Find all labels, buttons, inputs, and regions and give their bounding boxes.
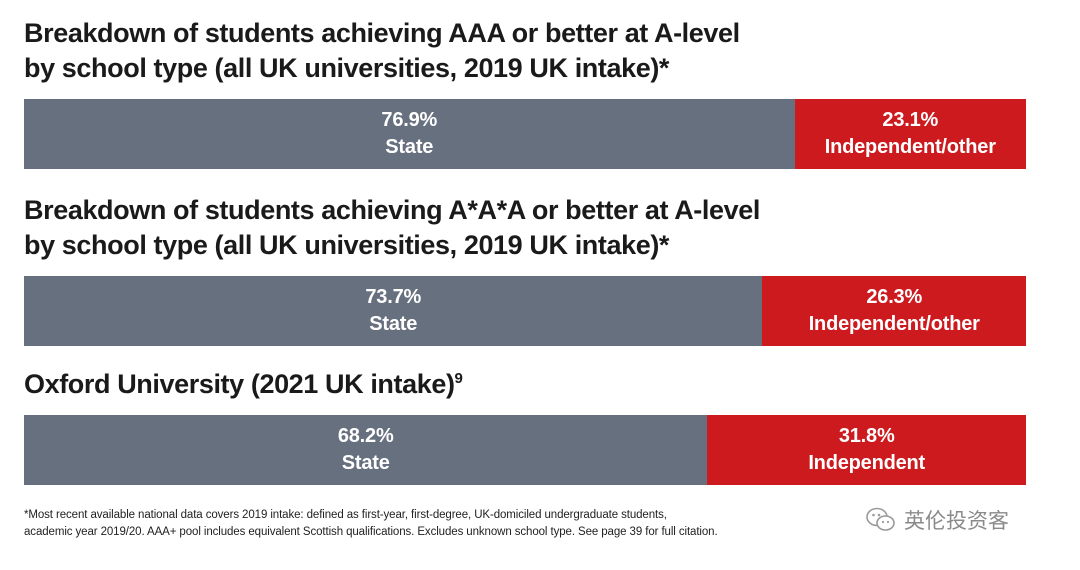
bar-segment-independent: 26.3% Independent/other xyxy=(762,276,1026,346)
data-label: 23.1% xyxy=(882,109,939,131)
chart-title: Breakdown of students achieving A*A*A or… xyxy=(24,195,760,260)
bar-segment-independent: 31.8% Independent xyxy=(707,415,1026,485)
chart-aaa: Breakdown of students achieving AAA or b… xyxy=(24,16,1026,169)
chart-oxford: Oxford University (2021 UK intake)9 68.2… xyxy=(24,367,1026,485)
footnote: *Most recent available national data cov… xyxy=(24,509,718,538)
data-label: 31.8% xyxy=(838,425,895,447)
series-label: Independent xyxy=(808,452,926,474)
series-label: State xyxy=(341,452,390,474)
bar-segment-independent: 23.1% Independent/other xyxy=(794,99,1026,169)
series-label: Independent/other xyxy=(808,313,980,335)
footnote-ref: 9 xyxy=(454,370,463,387)
stacked-bar: 76.9% State 23.1% Independent/other xyxy=(24,99,1026,169)
chart-title: Breakdown of students achieving AAA or b… xyxy=(24,18,740,83)
data-label: 73.7% xyxy=(365,286,422,308)
series-label: State xyxy=(369,313,418,335)
data-label: 68.2% xyxy=(337,425,394,447)
bar-segment-state: 73.7% State xyxy=(24,276,763,346)
stacked-bar: 68.2% State 31.8% Independent xyxy=(24,415,1026,485)
data-label: 26.3% xyxy=(866,286,923,308)
chart-title: Oxford University (2021 UK intake)9 xyxy=(24,369,463,399)
watermark-text: 英伦投资客 xyxy=(904,509,1009,533)
series-label: Independent/other xyxy=(824,136,996,158)
chart-astar-astar-a: Breakdown of students achieving A*A*A or… xyxy=(24,193,1026,346)
data-label: 76.9% xyxy=(381,109,438,131)
wechat-icon xyxy=(866,507,895,531)
bar-segment-state: 68.2% State xyxy=(24,415,708,485)
series-label: State xyxy=(385,136,434,158)
watermark: 英伦投资客 xyxy=(866,505,1009,535)
bar-segment-state: 76.9% State xyxy=(24,99,795,169)
stacked-bar: 73.7% State 26.3% Independent/other xyxy=(24,276,1026,346)
